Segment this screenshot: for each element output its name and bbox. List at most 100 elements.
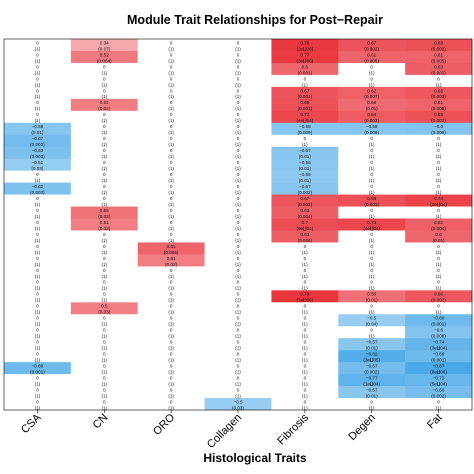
- cell-correlation-label: 0: [170, 304, 173, 309]
- heatmap-cell: [405, 50, 473, 64]
- cell-pvalue-label: (0.01): [31, 130, 43, 135]
- cell-pvalue-label: (0.02): [165, 262, 177, 267]
- x-tick-label: CN: [91, 412, 111, 432]
- heatmap-cell: [405, 98, 473, 112]
- cell-pvalue-label: (0.002): [364, 46, 379, 51]
- heatmap-cell: [4, 146, 72, 159]
- cell-correlation-label: 0: [437, 160, 440, 165]
- heatmap-cell: [70, 74, 139, 88]
- cell-correlation-label: 0: [170, 232, 173, 237]
- cell-pvalue-label: (1): [369, 190, 375, 195]
- cell-correlation-label: 0: [36, 375, 39, 380]
- heatmap-cell: [137, 62, 205, 76]
- cell-pvalue-label: (1): [436, 274, 442, 279]
- cell-correlation-label: −0.57: [299, 148, 311, 153]
- cell-correlation-label: −0.62: [32, 184, 44, 189]
- heatmap-cell: [137, 314, 205, 327]
- cell-correlation-label: 0: [170, 136, 173, 141]
- cell-pvalue-label: (1): [168, 202, 174, 207]
- cell-correlation-label: 0: [103, 352, 106, 357]
- cell-correlation-label: 0: [36, 352, 39, 357]
- heatmap-cell: [4, 158, 72, 171]
- cell-correlation-label: 0: [237, 340, 240, 345]
- cell-pvalue-label: (1): [101, 130, 107, 135]
- cell-pvalue-label: (1): [302, 286, 308, 291]
- cell-correlation-label: 0.61: [434, 52, 443, 57]
- cell-pvalue-label: (1): [168, 322, 174, 327]
- heatmap-cell: [4, 110, 72, 124]
- cell-correlation-label: 0: [304, 352, 307, 357]
- cell-correlation-label: 0: [237, 304, 240, 309]
- heatmap-cell: [137, 398, 205, 411]
- cell-correlation-label: 0.63: [300, 208, 309, 213]
- cell-correlation-label: 0.62: [434, 220, 443, 225]
- heatmap-cell: [137, 39, 205, 52]
- cell-pvalue-label: (1): [302, 250, 308, 255]
- heatmap-cell: [338, 110, 406, 124]
- cell-pvalue-label: (1): [101, 381, 107, 386]
- cell-pvalue-label: (0.002): [431, 46, 446, 51]
- cell-correlation-label: 0: [437, 244, 440, 249]
- heatmap-cell: [338, 62, 406, 76]
- cell-pvalue-label: (1): [235, 369, 241, 374]
- cell-pvalue-label: (1): [235, 346, 241, 351]
- heatmap-cell: [4, 182, 72, 195]
- cell-correlation-label: 0: [36, 64, 39, 69]
- cell-pvalue-label: (1): [436, 310, 442, 315]
- cell-correlation-label: 0: [304, 280, 307, 285]
- cell-pvalue-label: (1): [101, 322, 107, 327]
- cell-correlation-label: 0: [170, 64, 173, 69]
- cell-pvalue-label: (1): [302, 274, 308, 279]
- cell-pvalue-label: (1): [235, 58, 241, 63]
- cell-pvalue-label: (0.009): [364, 130, 379, 135]
- cell-pvalue-label: (1): [235, 393, 241, 398]
- heatmap-cell: [70, 194, 139, 207]
- cell-correlation-label: 0: [237, 364, 240, 369]
- cell-pvalue-label: (1): [369, 70, 375, 75]
- heatmap-cell: [137, 242, 205, 255]
- cell-correlation-label: 0: [170, 100, 173, 105]
- cell-pvalue-label: (1): [436, 190, 442, 195]
- cell-correlation-label: 0.69: [367, 196, 376, 201]
- cell-correlation-label: 0: [437, 184, 440, 189]
- cell-correlation-label: 0: [103, 375, 106, 380]
- cell-correlation-label: 0.7: [302, 220, 309, 225]
- cell-pvalue-label: (0.01): [366, 106, 378, 111]
- heatmap-cell: [338, 314, 406, 327]
- cell-correlation-label: −0.57: [299, 184, 311, 189]
- cell-pvalue-label: (1): [101, 118, 107, 123]
- cell-pvalue-label: (1): [35, 118, 41, 123]
- heatmap-cell: [4, 206, 72, 219]
- heatmap-cell: [4, 278, 72, 291]
- heatmap-cell: [405, 86, 473, 100]
- heatmap-cell: [204, 386, 272, 399]
- cell-correlation-label: 0.5: [101, 304, 108, 309]
- cell-pvalue-label: (1): [35, 346, 41, 351]
- heatmap-cell: [70, 302, 139, 315]
- heatmap-cell: [271, 98, 339, 112]
- heatmap-cell: [204, 362, 272, 375]
- cell-correlation-label: 0: [103, 136, 106, 141]
- cell-correlation-label: −0.74: [433, 340, 445, 345]
- cell-pvalue-label: (1): [369, 262, 375, 267]
- cell-pvalue-label: (1): [235, 250, 241, 255]
- cell-correlation-label: 0.63: [434, 64, 443, 69]
- heatmap-cell: [338, 39, 406, 52]
- cell-correlation-label: 0.68: [434, 40, 443, 45]
- cell-pvalue-label: (9e∐04): [296, 226, 313, 231]
- cell-pvalue-label: (0.01): [433, 238, 445, 243]
- heatmap-cell: [405, 170, 473, 183]
- heatmap-cell: [271, 146, 339, 159]
- heatmap-cell: [204, 170, 272, 183]
- cell-correlation-label: 0: [437, 136, 440, 141]
- heatmap-cell: [338, 182, 406, 195]
- cell-correlation-label: 0: [237, 208, 240, 213]
- heatmap-cell: [271, 218, 339, 231]
- cell-pvalue-label: (0.01): [366, 346, 378, 351]
- heatmap-cell: [271, 338, 339, 351]
- cell-pvalue-label: (0.002): [431, 298, 446, 303]
- heatmap-cell: [405, 326, 473, 339]
- cell-correlation-label: 0: [170, 280, 173, 285]
- heatmap-cell: [4, 290, 72, 303]
- cell-pvalue-label: (1): [168, 82, 174, 87]
